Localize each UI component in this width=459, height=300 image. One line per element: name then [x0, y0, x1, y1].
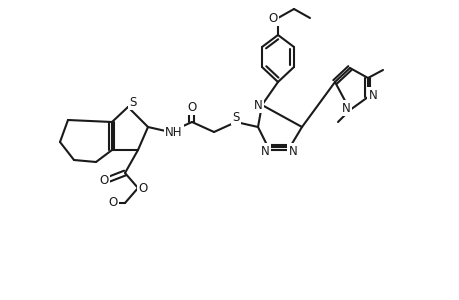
Text: S: S: [232, 110, 239, 124]
Text: S: S: [129, 95, 136, 109]
Text: O: O: [138, 182, 147, 194]
Text: N: N: [260, 145, 269, 158]
Text: N: N: [368, 88, 376, 101]
Text: N: N: [288, 145, 297, 158]
Text: N: N: [341, 101, 350, 115]
Text: NH: NH: [165, 125, 182, 139]
Text: O: O: [187, 100, 196, 113]
Text: N: N: [253, 98, 262, 112]
Text: O: O: [99, 173, 108, 187]
Text: O: O: [268, 11, 277, 25]
Text: O: O: [108, 196, 118, 209]
